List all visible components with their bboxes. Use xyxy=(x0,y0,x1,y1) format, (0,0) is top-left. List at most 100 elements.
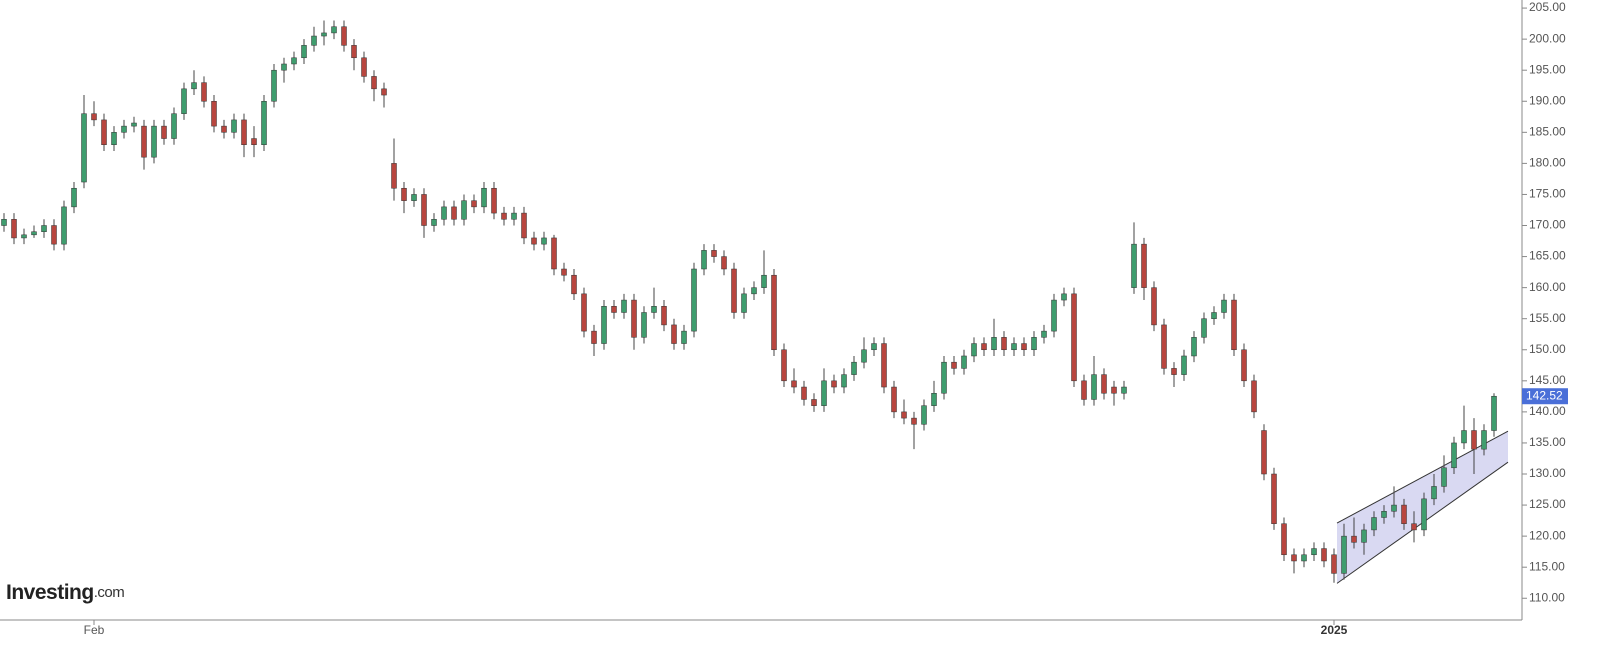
candle-body xyxy=(1241,349,1247,382)
candle-body xyxy=(1401,504,1407,524)
candle-body xyxy=(1171,368,1177,375)
candle-body xyxy=(521,212,527,239)
candle-body xyxy=(941,361,947,394)
candle-body xyxy=(1251,380,1257,413)
candle-body xyxy=(541,237,547,245)
candle-body xyxy=(471,200,477,208)
candle-body xyxy=(1321,548,1327,562)
candle-body xyxy=(1291,554,1297,562)
candle-body xyxy=(691,268,697,332)
candle-body xyxy=(731,268,737,313)
candle-body xyxy=(1161,324,1167,369)
candle-body xyxy=(1131,243,1137,288)
candle-body xyxy=(561,268,567,276)
candle-body xyxy=(431,219,437,226)
x-tick-label: Feb xyxy=(84,623,105,637)
candle-body xyxy=(641,312,647,338)
candle-body xyxy=(1121,386,1127,394)
candle-body xyxy=(1101,374,1107,394)
candle-body xyxy=(791,380,797,388)
candle-body xyxy=(981,343,987,351)
candle-body xyxy=(1191,337,1197,357)
candle-body xyxy=(1481,430,1487,450)
candle-body xyxy=(351,45,357,59)
candle-body xyxy=(1451,442,1457,469)
candle-body xyxy=(771,274,777,351)
y-tick-label: 170.00 xyxy=(1529,218,1566,232)
candle-body xyxy=(1011,343,1017,351)
candle-body xyxy=(341,26,347,46)
candle-body xyxy=(881,343,887,388)
candle-body xyxy=(1361,529,1367,543)
candle-body xyxy=(1071,293,1077,382)
y-tick-label: 120.00 xyxy=(1529,528,1566,542)
candle-body xyxy=(1261,430,1267,475)
channel-upper xyxy=(1336,430,1509,524)
candle-body xyxy=(751,287,757,295)
candle-body xyxy=(291,57,297,65)
candle-body xyxy=(681,330,687,344)
candle-body xyxy=(481,187,487,208)
candle-body xyxy=(301,45,307,59)
candle-body xyxy=(511,212,517,220)
candle-body xyxy=(331,26,337,34)
candle-body xyxy=(1211,312,1217,319)
candle-body xyxy=(1141,243,1147,288)
candle-body xyxy=(391,163,397,189)
candle-body xyxy=(851,361,857,375)
candle-body xyxy=(551,237,557,270)
candle-body xyxy=(61,206,67,245)
last-price-label: 142.52 xyxy=(1526,388,1563,402)
candle-body xyxy=(901,411,907,419)
candle-body xyxy=(721,256,727,270)
candle-body xyxy=(1201,318,1207,338)
candle-body xyxy=(1471,430,1477,450)
candle-body xyxy=(451,206,457,220)
candle-body xyxy=(921,405,927,425)
candle-body xyxy=(441,206,447,220)
candle-body xyxy=(41,225,47,232)
candle-body xyxy=(801,386,807,400)
brand-suffix: .com xyxy=(94,584,125,601)
candle-body xyxy=(321,32,327,37)
candle-body xyxy=(531,237,537,245)
y-tick-label: 175.00 xyxy=(1529,187,1566,201)
candle-body xyxy=(251,138,257,145)
candle-body xyxy=(501,212,507,220)
candle-body xyxy=(1181,355,1187,375)
y-tick-label: 205.00 xyxy=(1529,0,1566,14)
candle-body xyxy=(131,122,137,127)
candle-body xyxy=(811,399,817,406)
candle-body xyxy=(221,125,227,133)
candle-body xyxy=(591,330,597,344)
candle-body xyxy=(261,101,267,145)
y-tick-label: 190.00 xyxy=(1529,93,1566,107)
candle-body xyxy=(891,386,897,413)
candle-body xyxy=(1331,554,1337,574)
candle-body xyxy=(311,35,317,46)
candle-body xyxy=(611,306,617,313)
candle-body xyxy=(281,63,287,71)
candle-body xyxy=(1221,299,1227,313)
candle-body xyxy=(861,349,867,363)
candle-body xyxy=(31,231,37,236)
candle-body xyxy=(631,299,637,338)
last-price-box xyxy=(1522,388,1568,405)
candle-body xyxy=(271,69,277,102)
candle-body xyxy=(1301,554,1307,562)
candle-body xyxy=(961,355,967,369)
y-tick-label: 150.00 xyxy=(1529,342,1566,356)
candle-body xyxy=(231,119,237,133)
candle-body xyxy=(411,194,417,201)
candle-body xyxy=(1431,486,1437,500)
candle-body xyxy=(991,337,997,351)
y-tick-label: 180.00 xyxy=(1529,156,1566,170)
candle-body xyxy=(71,187,77,208)
candle-body xyxy=(81,113,87,183)
candle-body xyxy=(651,306,657,313)
candle-body xyxy=(381,88,387,96)
candle-body xyxy=(1151,287,1157,326)
candle-body xyxy=(361,57,367,77)
candle-body xyxy=(1461,430,1467,444)
candle-body xyxy=(1021,343,1027,351)
